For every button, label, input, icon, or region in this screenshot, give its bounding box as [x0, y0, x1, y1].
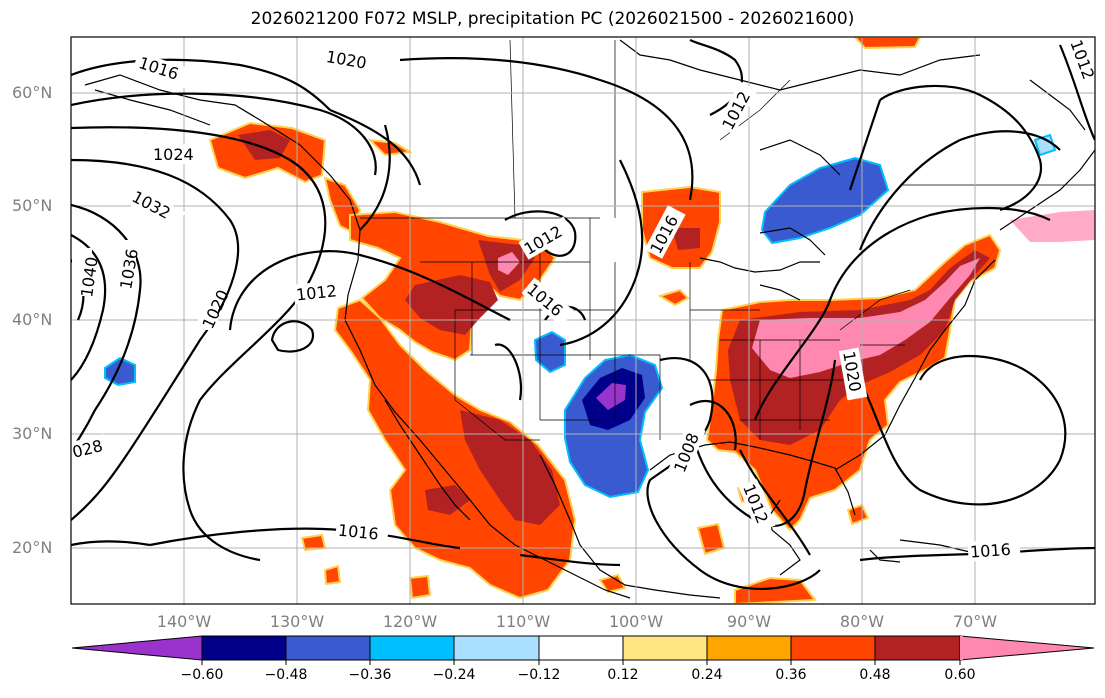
lon-label: 140°W: [156, 612, 212, 631]
colorbar-extend-high: [959, 635, 1095, 661]
colorbar-tick-label: −0.48: [264, 667, 308, 683]
isobar-label: 1016: [337, 521, 379, 544]
lon-label: 80°W: [839, 612, 885, 631]
lon-label: 110°W: [495, 612, 551, 631]
lat-label: 30°N: [12, 424, 53, 443]
lat-label: 50°N: [12, 196, 53, 215]
isobar-label: 1024: [153, 145, 194, 164]
precip-strong-negative: [582, 368, 645, 430]
colorbar-tick-label: −0.36: [348, 667, 392, 683]
colorbar-tick-label: 0.60: [944, 667, 976, 683]
lat-label: 40°N: [12, 310, 53, 329]
colorbar-tick-label: −0.12: [517, 667, 561, 683]
lat-label: 20°N: [12, 538, 53, 557]
colorbar: [71, 635, 1095, 665]
lon-label: 90°W: [726, 612, 772, 631]
colorbar-tick-label: −0.24: [432, 667, 476, 683]
colorbar-tick-label: 0.48: [859, 667, 891, 683]
isobar-label: 1016: [969, 540, 1011, 562]
lon-label: 70°W: [952, 612, 998, 631]
precip-max-positive: [498, 210, 1095, 378]
lon-label: 120°W: [382, 612, 438, 631]
map-title: 2026021200 F072 MSLP, precipitation PC (…: [250, 9, 855, 29]
isobars: [71, 39, 1095, 590]
isobar-label: 1012: [295, 281, 337, 304]
colorbar-tick-label: 0.12: [607, 667, 639, 683]
lon-label: 100°W: [608, 612, 664, 631]
colorbar-tick-label: 0.36: [775, 667, 807, 683]
map-frame: [70, 36, 1096, 605]
colorbar-tick-label: −0.60: [180, 667, 224, 683]
colorbar-extend-low: [71, 635, 203, 661]
colorbar-tick-label: 0.24: [691, 667, 723, 683]
lat-label: 60°N: [12, 83, 53, 102]
lon-label: 130°W: [269, 612, 325, 631]
coastlines: [84, 39, 1095, 599]
state-borders: [360, 39, 1095, 441]
